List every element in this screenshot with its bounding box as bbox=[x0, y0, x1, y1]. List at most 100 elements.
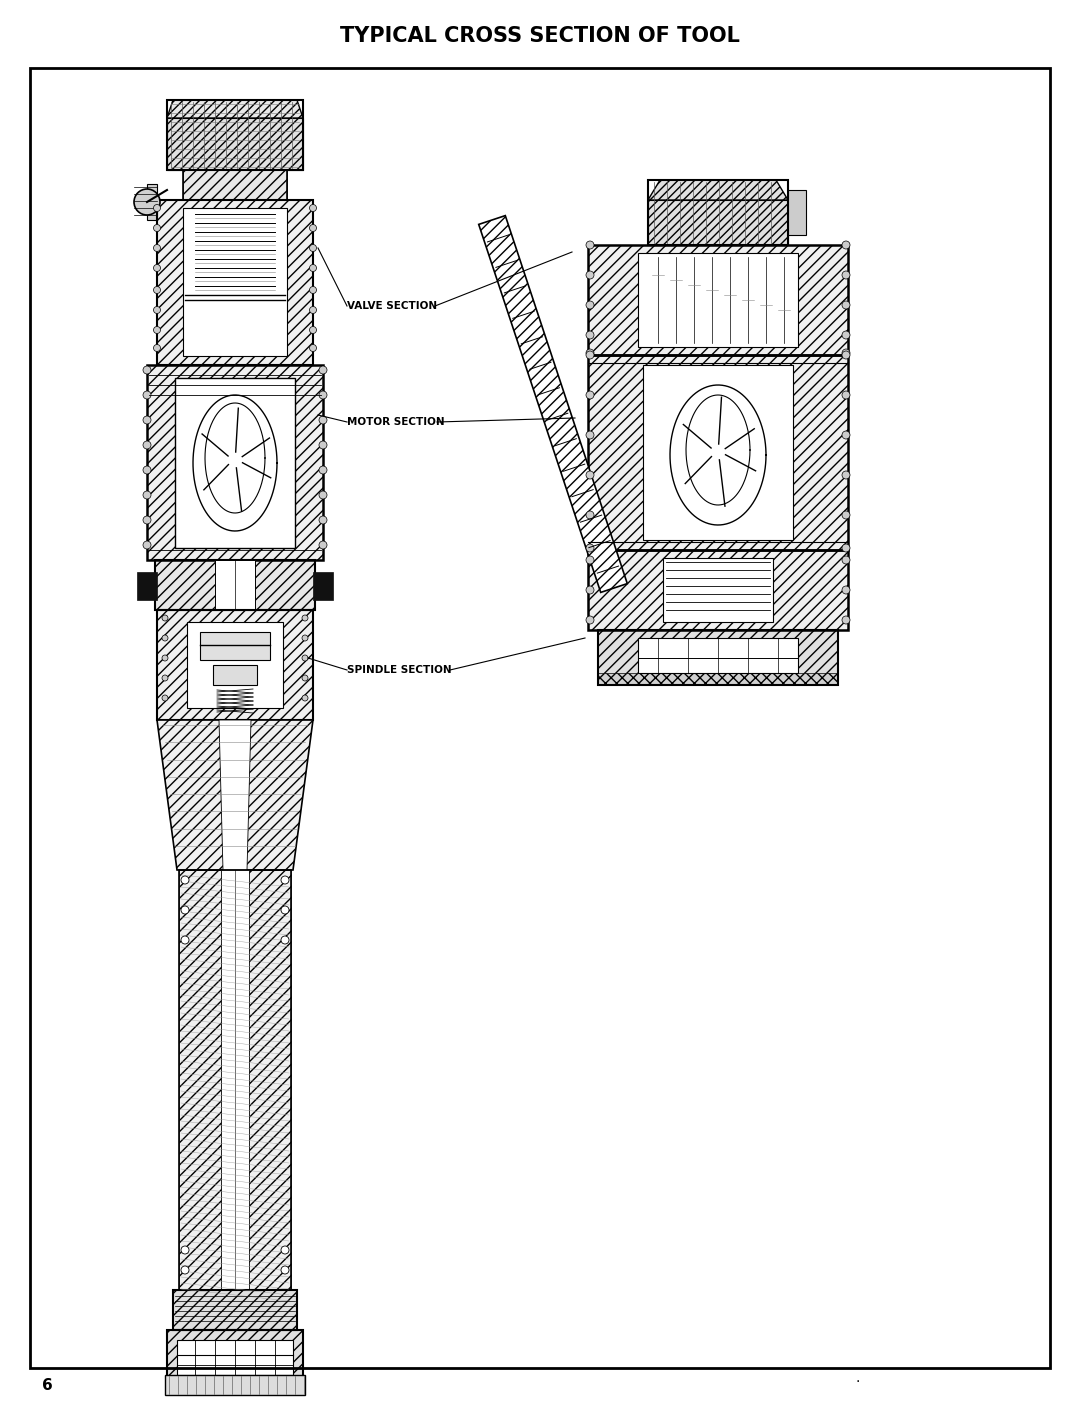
Bar bbox=[598, 630, 838, 685]
Circle shape bbox=[586, 471, 594, 479]
Circle shape bbox=[181, 936, 189, 944]
Bar bbox=[648, 200, 788, 245]
Polygon shape bbox=[219, 720, 251, 869]
Bar bbox=[167, 1330, 303, 1385]
Bar bbox=[167, 1330, 303, 1385]
Circle shape bbox=[842, 431, 850, 440]
Text: TYPICAL CROSS SECTION OF TOOL: TYPICAL CROSS SECTION OF TOOL bbox=[340, 25, 740, 46]
Circle shape bbox=[310, 265, 316, 272]
Circle shape bbox=[181, 1267, 189, 1274]
Circle shape bbox=[310, 344, 316, 351]
Bar bbox=[167, 100, 303, 170]
Circle shape bbox=[842, 331, 850, 340]
Polygon shape bbox=[147, 185, 157, 220]
Bar bbox=[643, 365, 793, 540]
Circle shape bbox=[842, 241, 850, 249]
Circle shape bbox=[319, 392, 327, 399]
Circle shape bbox=[586, 616, 594, 624]
Bar bbox=[165, 1375, 305, 1395]
Bar bbox=[588, 550, 848, 630]
Circle shape bbox=[319, 416, 327, 424]
Bar bbox=[183, 170, 287, 200]
Circle shape bbox=[842, 557, 850, 564]
Circle shape bbox=[586, 351, 594, 359]
Circle shape bbox=[310, 286, 316, 293]
Circle shape bbox=[586, 586, 594, 595]
Bar bbox=[187, 621, 283, 707]
Circle shape bbox=[310, 245, 316, 251]
Circle shape bbox=[842, 271, 850, 279]
Circle shape bbox=[153, 286, 161, 293]
Circle shape bbox=[842, 586, 850, 595]
Bar bbox=[173, 1291, 297, 1330]
Circle shape bbox=[842, 302, 850, 309]
Circle shape bbox=[842, 392, 850, 399]
Text: VALVE SECTION: VALVE SECTION bbox=[347, 302, 437, 311]
Bar bbox=[588, 355, 848, 550]
Circle shape bbox=[153, 245, 161, 251]
Bar bbox=[183, 209, 287, 356]
Bar bbox=[147, 365, 323, 559]
Circle shape bbox=[153, 307, 161, 313]
Bar bbox=[588, 245, 848, 355]
Circle shape bbox=[181, 876, 189, 883]
Circle shape bbox=[162, 635, 168, 641]
Circle shape bbox=[143, 366, 151, 373]
Circle shape bbox=[153, 344, 161, 351]
Circle shape bbox=[302, 655, 308, 661]
Circle shape bbox=[143, 392, 151, 399]
Circle shape bbox=[302, 635, 308, 641]
Bar bbox=[588, 245, 848, 355]
Circle shape bbox=[319, 541, 327, 550]
Circle shape bbox=[181, 1246, 189, 1254]
Circle shape bbox=[281, 876, 289, 883]
Bar bbox=[588, 355, 848, 550]
Bar bbox=[175, 378, 295, 548]
Circle shape bbox=[310, 204, 316, 211]
Circle shape bbox=[143, 441, 151, 449]
Circle shape bbox=[586, 511, 594, 519]
Circle shape bbox=[586, 241, 594, 249]
Circle shape bbox=[319, 516, 327, 524]
Circle shape bbox=[319, 490, 327, 499]
Circle shape bbox=[143, 490, 151, 499]
Circle shape bbox=[181, 906, 189, 914]
Bar bbox=[598, 630, 838, 685]
Circle shape bbox=[281, 906, 289, 914]
Bar bbox=[598, 674, 838, 685]
Circle shape bbox=[143, 541, 151, 550]
Text: .: . bbox=[855, 1371, 860, 1385]
Circle shape bbox=[586, 544, 594, 552]
Bar bbox=[638, 254, 798, 347]
Bar bbox=[173, 1291, 297, 1330]
Circle shape bbox=[134, 189, 160, 216]
Bar bbox=[156, 559, 315, 610]
Bar bbox=[588, 550, 848, 630]
Bar bbox=[663, 558, 773, 621]
Circle shape bbox=[153, 265, 161, 272]
Polygon shape bbox=[648, 180, 788, 200]
Circle shape bbox=[842, 471, 850, 479]
Circle shape bbox=[302, 614, 308, 621]
Polygon shape bbox=[157, 720, 313, 869]
Circle shape bbox=[842, 511, 850, 519]
Polygon shape bbox=[167, 100, 303, 118]
Circle shape bbox=[586, 431, 594, 440]
Circle shape bbox=[310, 307, 316, 313]
Circle shape bbox=[281, 936, 289, 944]
Bar bbox=[177, 1340, 293, 1375]
Bar bbox=[137, 572, 157, 600]
Circle shape bbox=[586, 271, 594, 279]
Circle shape bbox=[302, 695, 308, 702]
Circle shape bbox=[586, 392, 594, 399]
Bar bbox=[215, 559, 255, 610]
Bar bbox=[179, 869, 291, 1291]
Circle shape bbox=[319, 466, 327, 473]
Text: SPINDLE SECTION: SPINDLE SECTION bbox=[347, 665, 451, 675]
Bar bbox=[183, 170, 287, 200]
Bar bbox=[200, 633, 270, 659]
Polygon shape bbox=[478, 216, 627, 592]
Bar bbox=[648, 180, 788, 245]
Circle shape bbox=[319, 441, 327, 449]
Circle shape bbox=[162, 695, 168, 702]
